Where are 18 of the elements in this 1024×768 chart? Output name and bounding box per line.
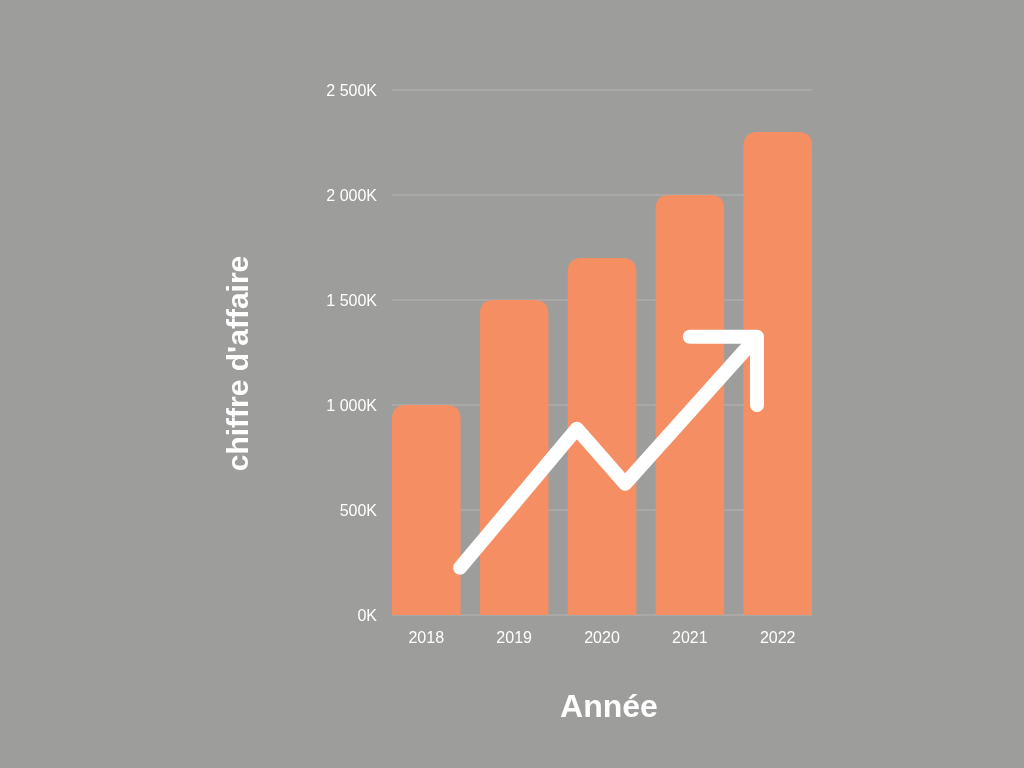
y-tick-label: 500K (339, 501, 378, 519)
bar (392, 405, 461, 615)
x-tick-label: 2022 (759, 629, 796, 646)
y-axis-title: chiffre d'affaire (221, 255, 254, 472)
x-tick-label: 2021 (672, 629, 708, 646)
y-tick-label: 2 500K (326, 81, 378, 99)
x-tick-label: 2019 (496, 629, 533, 646)
y-tick-label: 1 000K (326, 396, 378, 414)
bar (479, 300, 549, 615)
bar (567, 258, 637, 615)
x-tick-label: 2020 (584, 629, 620, 646)
y-tick-label: 1 500K (326, 291, 378, 309)
x-tick-label: 2018 (408, 629, 445, 646)
bar (655, 195, 725, 615)
bar (743, 132, 812, 615)
y-tick-label: 0K (357, 606, 378, 624)
y-tick-label: 2 000K (326, 186, 378, 204)
x-axis-title: Année (560, 688, 658, 724)
